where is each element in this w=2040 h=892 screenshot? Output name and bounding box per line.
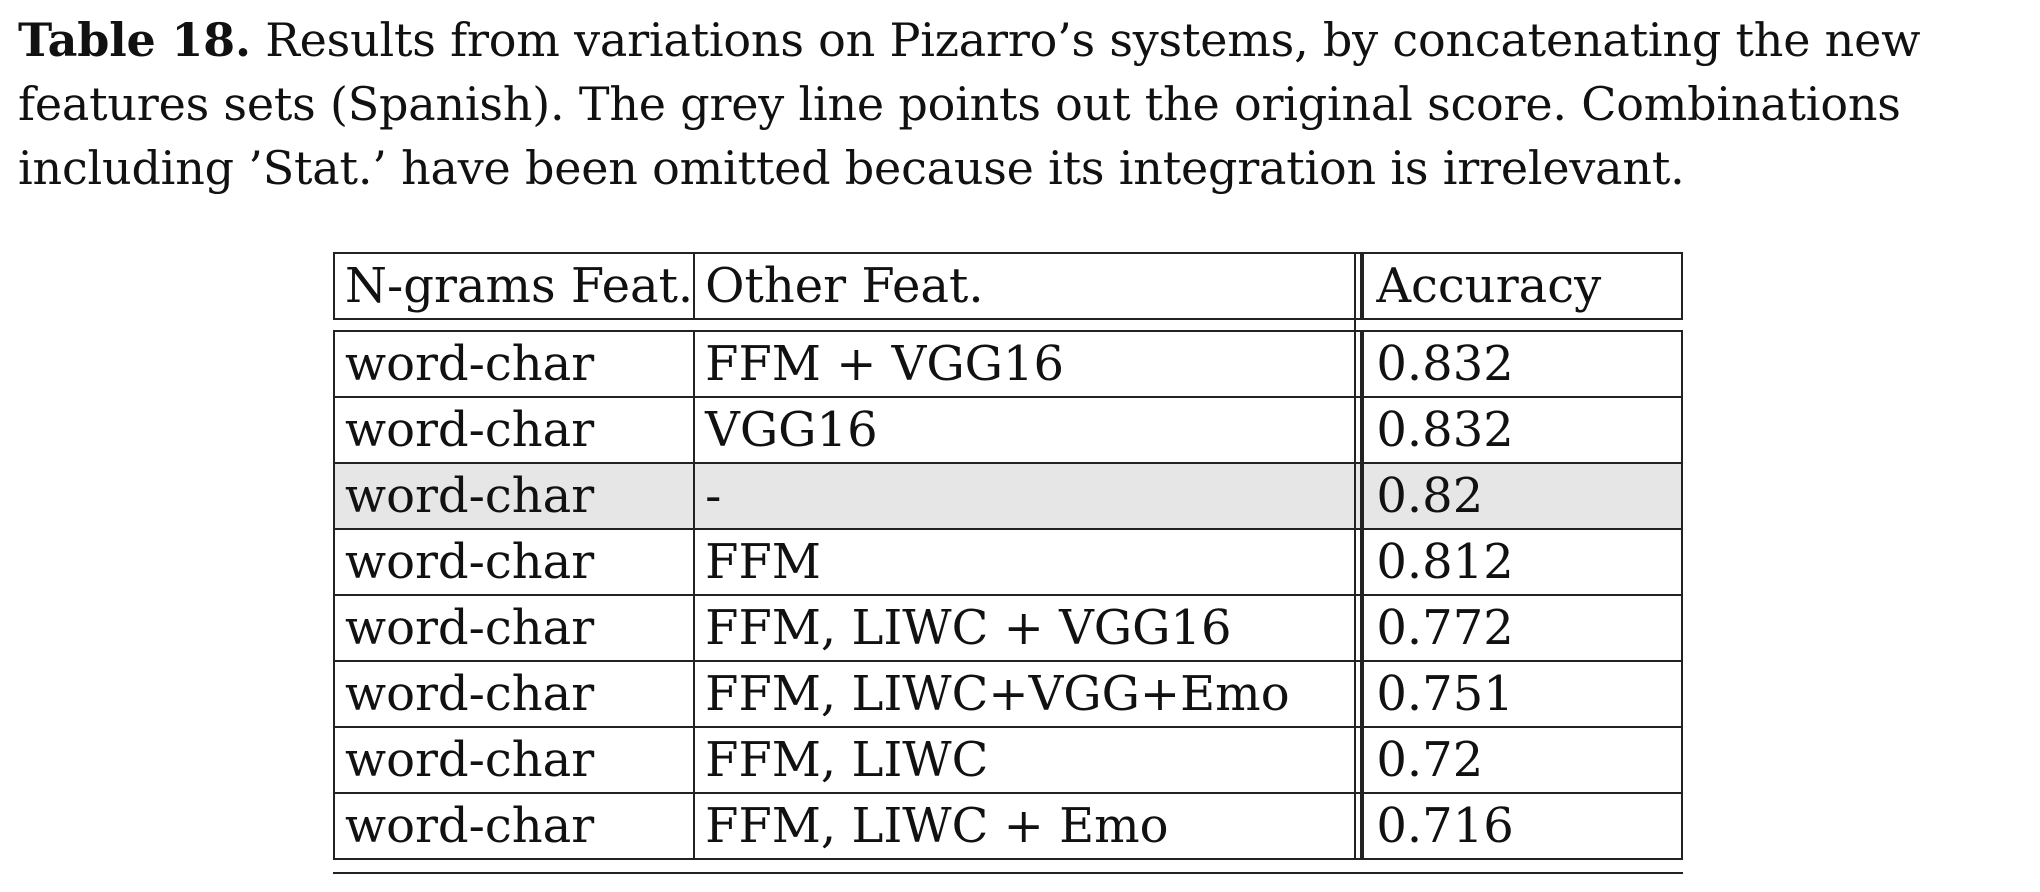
cell-other-feat: VGG16 — [693, 396, 1363, 462]
cell-accuracy: 0.832 — [1362, 396, 1683, 462]
cell-ngrams: word-char — [333, 660, 694, 726]
cell-accuracy: 0.72 — [1362, 726, 1683, 792]
cell-other-feat: FFM, LIWC — [693, 726, 1363, 792]
cell-other-feat: FFM, LIWC+VGG+Emo — [693, 660, 1363, 726]
results-table: N-grams Feat. Other Feat. Accuracy word-… — [333, 252, 1683, 874]
cell-ngrams: word-char — [333, 330, 694, 396]
table-row: word-char VGG16 0.832 — [333, 396, 1683, 462]
cell-other-feat: FFM — [693, 528, 1363, 594]
cell-other-feat: FFM + VGG16 — [693, 330, 1363, 396]
cell-other-feat: - — [693, 462, 1363, 528]
header-accuracy: Accuracy — [1362, 252, 1683, 320]
header-spacer — [333, 320, 1683, 330]
table-row: word-char FFM 0.812 — [333, 528, 1683, 594]
cell-ngrams: word-char — [333, 462, 694, 528]
cell-other-feat: FFM, LIWC + Emo — [693, 792, 1363, 860]
cell-other-feat: FFM, LIWC + VGG16 — [693, 594, 1363, 660]
caption-label: Table 18. — [18, 13, 251, 67]
table-row: word-char FFM, LIWC 0.72 — [333, 726, 1683, 792]
caption-text: Results from variations on Pizarro’s sys… — [18, 13, 1921, 195]
cell-ngrams: word-char — [333, 594, 694, 660]
table-row: word-char -0.82 — [333, 462, 1683, 528]
table-row: word-char FFM, LIWC + VGG16 0.772 — [333, 594, 1683, 660]
table-row: word-char FFM, LIWC+VGG+Emo 0.751 — [333, 660, 1683, 726]
table-row: word-char FFM + VGG16 0.832 — [333, 330, 1683, 396]
cell-accuracy: 0.812 — [1362, 528, 1683, 594]
cell-ngrams: word-char — [333, 528, 694, 594]
cell-ngrams: word-char — [333, 792, 694, 860]
table-row: word-char FFM, LIWC + Emo 0.716 — [333, 792, 1683, 860]
cell-ngrams: word-char — [333, 396, 694, 462]
double-rule-line — [1354, 252, 1357, 860]
cell-accuracy: 0.82 — [1362, 462, 1683, 528]
cell-accuracy: 0.716 — [1362, 792, 1683, 860]
cell-accuracy: 0.751 — [1362, 660, 1683, 726]
cell-accuracy: 0.772 — [1362, 594, 1683, 660]
table-caption: Table 18. Results from variations on Piz… — [18, 8, 2028, 200]
cell-ngrams: word-char — [333, 726, 694, 792]
header-ngrams: N-grams Feat. — [333, 252, 694, 320]
header-other: Other Feat. — [693, 252, 1363, 320]
table-bottom-rule — [333, 872, 1683, 874]
cell-accuracy: 0.832 — [1362, 330, 1683, 396]
table-header-row: N-grams Feat. Other Feat. Accuracy — [333, 252, 1683, 320]
